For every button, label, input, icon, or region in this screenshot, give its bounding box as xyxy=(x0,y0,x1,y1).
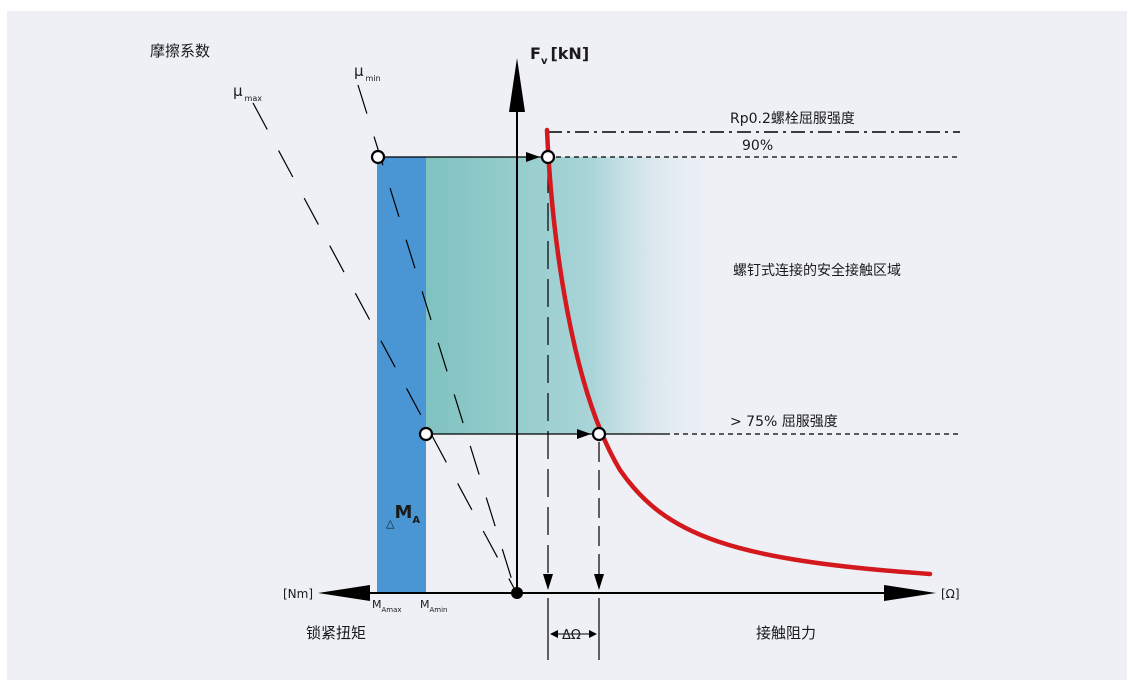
point-ninety-curve xyxy=(540,149,556,165)
contact-resistance-label: 接触阻力 xyxy=(756,624,816,642)
mu-max-label: μ max xyxy=(233,82,262,103)
seventy-five-arrowhead xyxy=(577,429,591,439)
drop-arrowhead-90 xyxy=(543,574,553,590)
ninety-percent-arrowhead xyxy=(526,152,540,162)
mu-min-line xyxy=(357,84,516,591)
torque-unit-label: [Nm] xyxy=(283,587,313,601)
delta-ma-label: △MA xyxy=(386,502,420,530)
resistance-axis-arrowhead xyxy=(884,585,936,601)
delta-omega-label: ΔΩ xyxy=(562,628,581,643)
force-axis-label: Fv [kN] xyxy=(530,44,589,67)
drop-arrowhead-75 xyxy=(594,574,604,590)
delta-omega-arrow-left xyxy=(550,630,558,638)
locking-torque-label: 锁紧扭矩 xyxy=(306,624,366,642)
torque-axis-arrowhead xyxy=(318,585,370,601)
ma-max-label: MAmax xyxy=(372,598,402,614)
ma-min-label: MAmin xyxy=(420,598,448,614)
seventy-five-percent-label: > 75% 屈服强度 xyxy=(730,414,838,430)
yield-strength-label: Rp0.2螺栓屈服强度 xyxy=(730,111,855,127)
delta-omega-arrow-right xyxy=(589,630,597,638)
point-seventy-five-curve xyxy=(591,426,607,442)
mu-max-line xyxy=(252,102,516,591)
point-seventy-five-torque xyxy=(418,426,434,442)
torque-tolerance-bar xyxy=(377,157,426,593)
force-axis-arrowhead xyxy=(509,58,525,112)
safe-zone-label: 螺钉式连接的安全接触区域 xyxy=(733,262,901,279)
contact-resistance-curve xyxy=(544,127,933,577)
friction-coefficient-label: 摩擦系数 xyxy=(150,42,210,60)
point-ninety-torque xyxy=(370,149,386,165)
ninety-percent-label: 90% xyxy=(742,138,773,154)
mu-min-label: μ min xyxy=(354,62,381,83)
axis-origin-dot xyxy=(511,587,523,599)
safe-zone-area xyxy=(426,157,726,434)
omega-unit-label: [Ω] xyxy=(941,587,960,601)
